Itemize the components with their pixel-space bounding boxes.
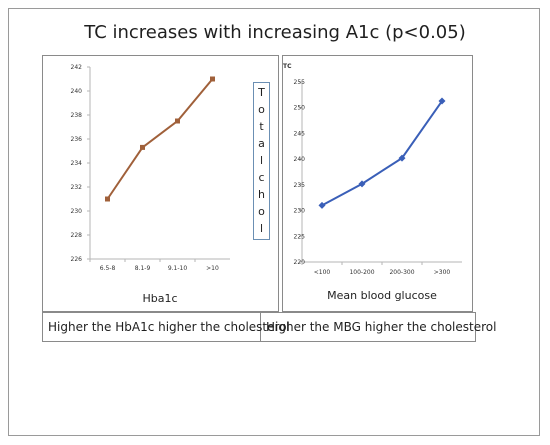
right-y-tick-label: 220	[294, 259, 306, 266]
figure-frame	[8, 8, 540, 436]
right-series-line	[321, 100, 443, 207]
left-data-point	[140, 144, 145, 150]
right-y-tick-label: 240	[294, 156, 306, 163]
left-data-point	[105, 196, 110, 202]
left-x-tick-label: 9.1-10	[168, 265, 188, 272]
right-data-point	[398, 154, 406, 162]
vertical-letter: o	[258, 103, 265, 116]
left-series-line	[106, 78, 214, 200]
left-y-tick-label: 234	[71, 160, 83, 167]
figure-title: TC increases with increasing A1c (p<0.05…	[84, 22, 466, 43]
vertical-letter: c	[258, 171, 265, 184]
right-y-tick-label: 255	[294, 79, 306, 86]
right-y-tick-label: 225	[294, 233, 306, 240]
left-caption: Higher the HbA1c higher the cholesterol	[43, 313, 290, 341]
left-x-axis-label: Hba1c	[142, 292, 177, 305]
vertical-letter: o	[258, 205, 265, 218]
left-y-tick-label: 238	[71, 112, 83, 119]
vertical-total-chol-label: T o t a l c h o l	[253, 82, 270, 240]
vertical-letter: t	[259, 120, 264, 133]
left-y-tick-label: 242	[71, 64, 83, 71]
left-y-tick-label: 240	[71, 88, 83, 95]
right-x-axis-label: Mean blood glucose	[327, 289, 437, 302]
right-y-tick-label: 245	[294, 130, 306, 137]
right-chart-panel	[282, 55, 473, 312]
right-x-tick-label: <100	[314, 269, 331, 276]
left-y-tick-label: 232	[71, 184, 83, 191]
right-y-axis-label: TC	[283, 63, 292, 70]
left-data-point	[210, 76, 215, 82]
left-y-tick-label: 226	[71, 256, 83, 263]
left-x-tick-label: 8.1-9	[135, 265, 151, 272]
right-y-tick-label: 250	[294, 105, 306, 112]
vertical-letter: a	[258, 137, 265, 150]
left-y-tick-label: 236	[71, 136, 83, 143]
right-data-point	[358, 180, 366, 188]
left-x-tick-label: 6.5-8	[100, 265, 116, 272]
left-y-tick-label: 230	[71, 208, 83, 215]
right-y-tick-label: 235	[294, 182, 306, 189]
right-y-tick-label: 230	[294, 208, 306, 215]
right-caption: Higher the MBG higher the cholesterol	[266, 320, 497, 334]
vertical-letter: T	[258, 86, 265, 99]
right-data-point	[438, 97, 446, 105]
vertical-letter: h	[258, 188, 265, 201]
left-x-tick-label: >10	[206, 265, 219, 272]
right-x-tick-label: 200-300	[389, 269, 414, 276]
right-data-point	[318, 201, 326, 209]
caption-row: Higher the HbA1c higher the cholesterol …	[42, 312, 497, 342]
vertical-letter: l	[259, 154, 264, 167]
vertical-letter: l	[259, 222, 264, 235]
right-x-tick-label: 100-200	[349, 269, 374, 276]
left-y-tick-label: 228	[71, 232, 83, 239]
left-data-point	[175, 118, 180, 124]
right-x-tick-label: >300	[434, 269, 451, 276]
left-chart-panel	[42, 55, 279, 312]
